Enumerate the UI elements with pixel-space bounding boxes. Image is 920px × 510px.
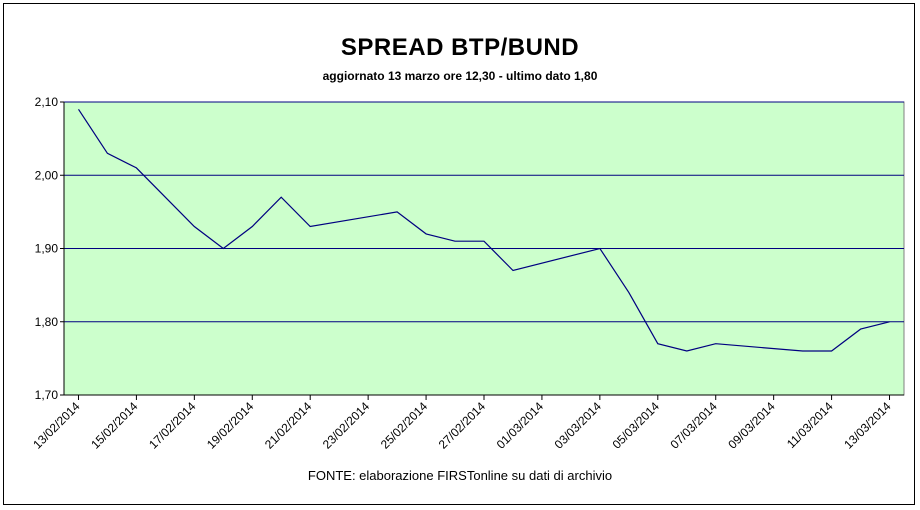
x-tick-label: 11/03/2014: [784, 399, 836, 451]
x-tick-label: 09/03/2014: [725, 399, 778, 452]
x-tick-label: 03/03/2014: [552, 399, 605, 452]
x-tick-label: 27/02/2014: [436, 399, 489, 452]
chart-source-note: FONTE: elaborazione FIRSTonline su dati …: [307, 468, 613, 483]
y-tick-label: 2,10: [35, 95, 59, 109]
x-tick-label: 23/02/2014: [320, 399, 373, 452]
series-line: [77, 108, 890, 352]
x-tick-label: 21/02/2014: [262, 399, 315, 452]
y-tick-label: 1,80: [35, 315, 59, 329]
x-tick-label: 07/03/2014: [667, 399, 720, 452]
y-tick-label: 1,70: [35, 388, 59, 402]
x-tick-label: 15/02/2014: [88, 399, 141, 452]
x-tick-label: 01/03/2014: [494, 399, 547, 452]
y-tick-label: 2,00: [35, 168, 59, 182]
x-tick-label: 17/02/2014: [146, 399, 199, 452]
x-tick-label: 13/02/2014: [30, 399, 83, 452]
chart-subtitle: aggiornato 13 marzo ore 12,30 - ultimo d…: [322, 69, 598, 83]
x-tick-label: 19/02/2014: [204, 399, 257, 452]
x-tick-label: 25/02/2014: [378, 399, 431, 452]
x-tick-label: 13/03/2014: [841, 399, 894, 452]
y-tick-label: 1,90: [35, 242, 59, 256]
chart-title: SPREAD BTP/BUND: [340, 34, 580, 61]
x-tick-label: 05/03/2014: [610, 399, 663, 452]
